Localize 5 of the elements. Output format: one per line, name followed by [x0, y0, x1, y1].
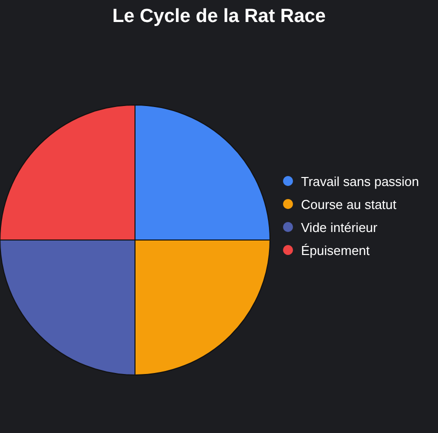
- legend-label: Épuisement: [301, 243, 370, 258]
- chart-title: Le Cycle de la Rat Race: [112, 6, 326, 27]
- legend-label: Course au statut: [301, 197, 397, 212]
- legend-label: Vide intérieur: [301, 220, 378, 235]
- legend-label: Travail sans passion: [301, 174, 420, 189]
